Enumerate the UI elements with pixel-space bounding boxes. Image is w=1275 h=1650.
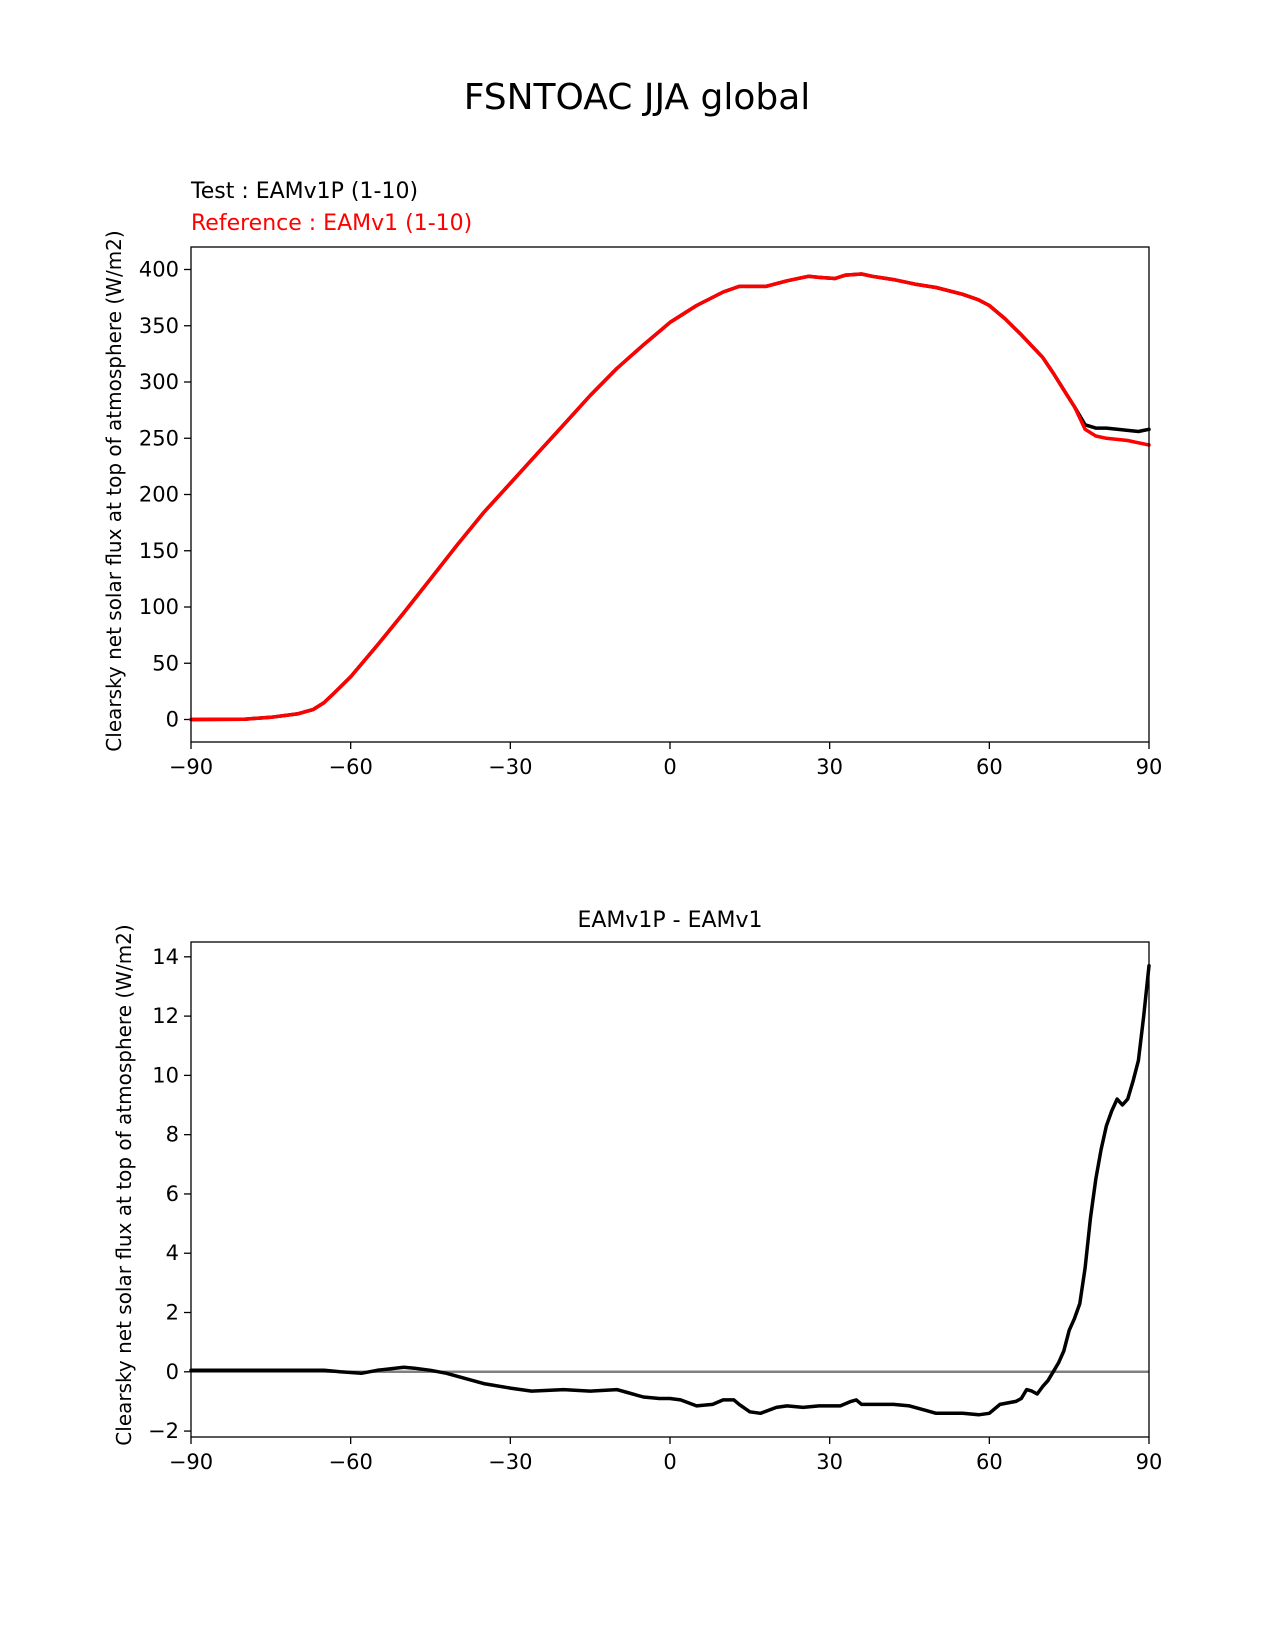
x-tick-label: 30 xyxy=(816,1450,843,1474)
bottom-plot-area: −90 −60 −30 0 30 60 90 −2 0 2 4 6 8 10 12 14 xyxy=(148,945,1162,1474)
y-tick-label: 6 xyxy=(166,1182,179,1206)
top-panel: Test : EAMv1P (1-10) Reference : EAMv1 (… xyxy=(102,179,1162,779)
x-tick-label: −90 xyxy=(169,1450,213,1474)
figure-title: FSNTOAC JJA global xyxy=(464,77,811,118)
top-y-axis-label: Clearsky net solar flux at top of atmosp… xyxy=(102,230,126,751)
x-tick-label: 60 xyxy=(976,755,1003,779)
difference-title: EAMv1P - EAMv1 xyxy=(577,908,762,933)
x-tick-label: −60 xyxy=(329,1450,373,1474)
y-tick-label: 300 xyxy=(139,370,179,394)
y-tick-label: 50 xyxy=(152,651,179,675)
top-plot-area: −90 −60 −30 0 30 60 90 0 50 100 150 200 250 300 350 400 xyxy=(139,258,1162,780)
y-tick-label: 100 xyxy=(139,595,179,619)
y-tick-label: 10 xyxy=(152,1063,179,1087)
y-tick-label: 2 xyxy=(166,1301,179,1325)
y-tick-label: 400 xyxy=(139,258,179,282)
x-tick-label: −30 xyxy=(488,1450,532,1474)
y-tick-label: 0 xyxy=(166,708,179,732)
x-tick-label: 90 xyxy=(1136,1450,1163,1474)
bottom-plot-frame xyxy=(190,941,1150,1438)
y-tick-label: 150 xyxy=(139,539,179,563)
y-tick-label: 14 xyxy=(152,945,179,969)
x-tick-label: −30 xyxy=(488,755,532,779)
x-tick-label: −90 xyxy=(169,755,213,779)
y-tick-label: −2 xyxy=(148,1419,179,1443)
test-label: Test : EAMv1P (1-10) xyxy=(190,179,418,204)
x-tick-label: −60 xyxy=(329,755,373,779)
bottom-panel: EAMv1P - EAMv1 Clearsky net solar flux a… xyxy=(112,908,1162,1474)
bottom-y-axis-label: Clearsky net solar flux at top of atmosp… xyxy=(112,924,136,1445)
difference-series-line xyxy=(189,963,1151,1417)
y-tick-label: 4 xyxy=(166,1241,179,1265)
x-tick-label: 60 xyxy=(976,1450,1003,1474)
reference-label: Reference : EAMv1 (1-10) xyxy=(191,211,472,236)
y-tick-label: 200 xyxy=(139,483,179,507)
reference-series-line xyxy=(189,272,1151,722)
y-tick-label: 250 xyxy=(139,426,179,450)
x-tick-label: 30 xyxy=(816,755,843,779)
y-tick-label: 350 xyxy=(139,314,179,338)
x-tick-label: 0 xyxy=(663,755,676,779)
y-tick-label: 12 xyxy=(152,1004,179,1028)
x-tick-label: 0 xyxy=(663,1450,676,1474)
x-tick-label: 90 xyxy=(1136,755,1163,779)
top-plot-frame xyxy=(190,246,1150,743)
y-tick-label: 0 xyxy=(166,1360,179,1384)
test-series-line xyxy=(189,272,1151,722)
y-tick-label: 8 xyxy=(166,1123,179,1147)
